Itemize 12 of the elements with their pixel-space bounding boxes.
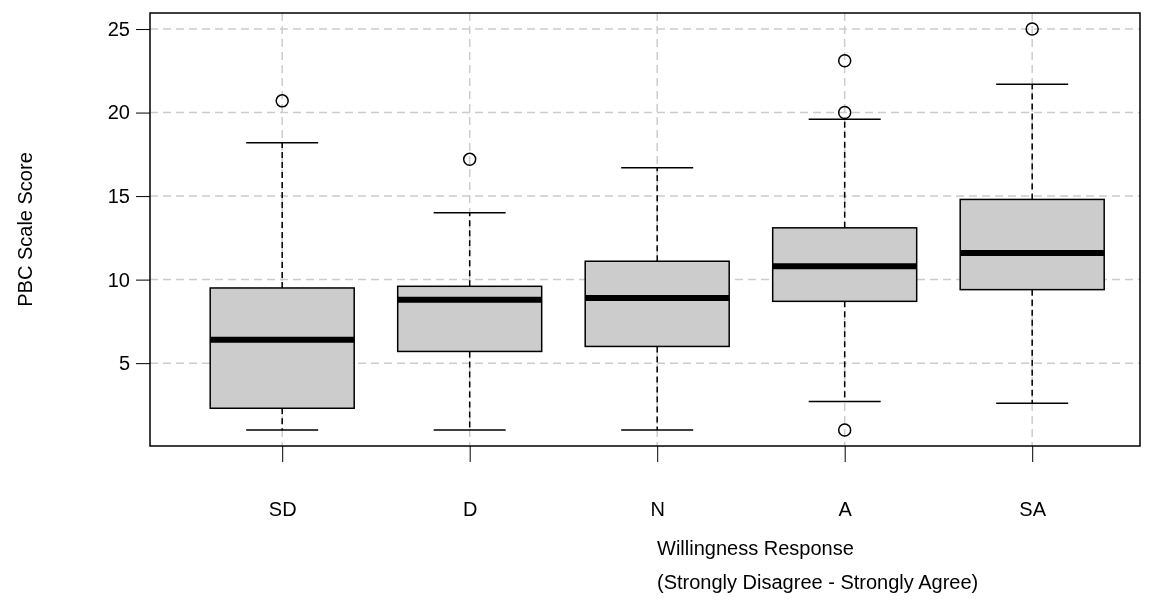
- y-tick-label: 5: [118, 352, 130, 375]
- x-axis-title: Willingness Response (Strongly Disagree - Strongly Agree): [657, 537, 979, 593]
- x-tick-label: SA: [1019, 498, 1047, 521]
- x-tick-label: D: [462, 498, 478, 521]
- y-tick-label: 15: [107, 184, 130, 207]
- x-tick-label: SD: [268, 498, 297, 521]
- y-axis-title: PBC Scale Score: [14, 152, 36, 307]
- x-tick-label: N: [650, 498, 665, 521]
- y-tick-label: 25: [107, 17, 130, 40]
- y-tick-label: 10: [107, 268, 130, 291]
- x-tick-label: A: [838, 498, 853, 521]
- y-tick-label: 20: [107, 101, 130, 124]
